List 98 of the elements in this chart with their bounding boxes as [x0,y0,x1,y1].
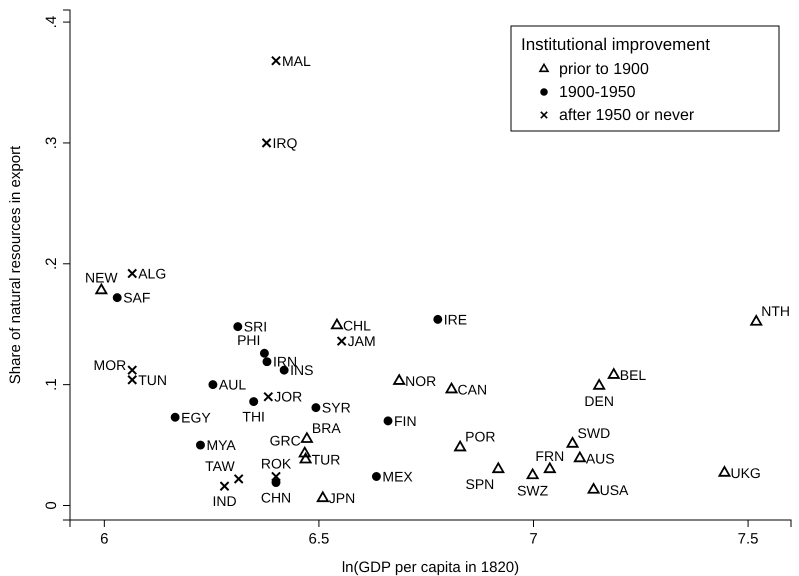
data-label: IND [212,493,237,510]
data-label: PHI [237,332,260,348]
point [750,315,762,326]
legend-label: 1900-1950 [559,84,636,101]
data-label: JOR [274,388,302,405]
data-label: POR [465,428,496,444]
point [566,437,579,448]
point [270,471,282,482]
data-label: JAM [348,333,376,350]
data-label: NTH [761,302,790,319]
x-tick-label: 6.5 [308,530,330,548]
data-label: CAN [458,381,488,398]
data-label: SWZ [517,482,549,498]
data-label: SWD [578,424,610,441]
point [208,380,218,390]
data-label: TUR [312,452,340,468]
point [311,403,320,412]
y-tick-label: .2 [43,258,60,270]
point [316,491,329,502]
point [233,322,242,332]
data-label: BRA [312,420,342,436]
point [127,374,138,385]
data-label: USA [600,482,630,498]
point [112,293,122,302]
data-label: ALG [138,265,166,282]
point [608,368,620,379]
data-label: IRQ [272,134,298,151]
y-tick-label: 0 [43,501,60,510]
data-label: MOR [94,357,126,374]
y-tick-label: .3 [43,136,60,150]
data-label: SPN [466,476,494,492]
x-tick-label: 6 [100,530,109,548]
point [219,481,230,492]
data-label: TUN [138,372,168,388]
data-label: SRI [244,318,268,335]
data-label: SYR [322,400,351,416]
point [588,483,600,494]
point [249,397,258,406]
data-label: GRC [270,432,301,449]
point [95,284,108,294]
data-label: AUL [218,376,246,393]
data-label: THI [242,408,265,425]
legend-label: after 1950 or never [559,107,695,124]
point [446,382,458,394]
x-tick-label: 7 [529,530,538,548]
data-label: BEL [620,366,646,383]
point [718,466,730,477]
data-label: CHN [260,490,292,506]
point [300,432,313,443]
point [330,318,343,330]
point [263,392,274,402]
point [300,452,312,464]
data-label: NEW [84,269,118,286]
data-label: TAW [205,458,236,474]
data-label: SAF [123,290,150,306]
data-label: NOR [405,373,436,390]
point [433,314,442,324]
data-label: EGY [181,409,212,426]
point [260,348,269,358]
point [270,56,282,66]
data-label: UKG [730,464,761,481]
x-tick-label: 7.5 [738,530,759,548]
legend-label: prior to 1900 [559,61,649,78]
data-label: MEX [382,468,414,484]
legend-title: Institutional improvement [521,35,710,54]
point [593,379,606,390]
point [492,462,504,474]
point [127,268,138,279]
point [234,474,244,484]
point [298,446,311,458]
y-tick-label: .4 [43,16,60,28]
point [261,138,272,148]
point [127,365,138,376]
x-axis-title: ln(GDP per capita in 1820) [342,559,520,576]
data-label: ROK [260,455,292,472]
point [170,412,180,422]
y-tick-label: .1 [43,378,60,391]
point [372,472,381,481]
point [393,374,406,385]
data-label: CHL [342,317,372,334]
point [454,440,466,452]
data-label: DEN [584,392,614,409]
data-label: FIN [394,412,417,429]
data-label: AUS [586,450,615,466]
data-label: JPN [328,490,356,506]
data-label: MYA [206,437,236,454]
point [262,357,272,366]
point [574,452,586,462]
data-label: FRN [535,448,564,464]
point [384,416,392,426]
y-axis-title: Share of natural resources in export [7,144,24,384]
point [272,478,280,487]
point [196,440,205,450]
point [336,336,347,346]
point [544,462,556,474]
point [526,468,539,480]
data-label: IRE [444,311,468,328]
data-label: MAL [282,52,311,69]
